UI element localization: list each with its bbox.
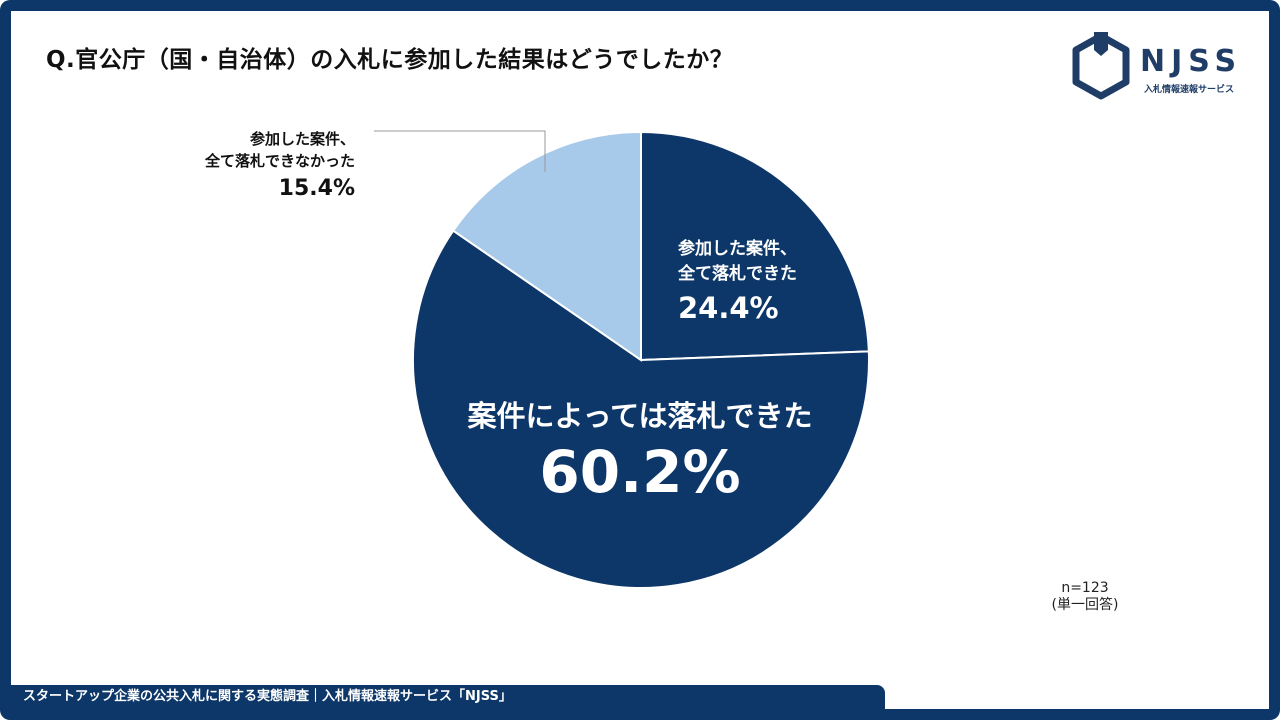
slice-1-label-line-1: 参加した案件、 xyxy=(678,238,797,259)
njss-house-icon xyxy=(1072,32,1130,100)
slice-2-value-label: 60.2% xyxy=(539,438,740,506)
pie-slice-3 xyxy=(451,130,642,362)
slice-3-label-line-2: 全て落札できなかった xyxy=(204,152,355,170)
pie-slice-1 xyxy=(640,130,870,362)
logo-subtitle: 入札情報速報サービス xyxy=(1144,85,1235,95)
logo-wordmark: NJSS xyxy=(1140,44,1243,79)
slice-2-label: 案件によっては落札できた xyxy=(467,399,812,433)
slice-3-label-line-1: 参加した案件、 xyxy=(250,130,355,148)
sample-size: n=123 xyxy=(1061,580,1109,596)
njss-logo: NJSS 入札情報速報サービス xyxy=(1070,30,1250,100)
slice-1-label-line-2: 全て落札できた xyxy=(677,263,797,284)
pie-slice-2 xyxy=(412,229,870,589)
slice-3-leader-line xyxy=(374,130,546,172)
footer-bar: スタートアップ企業の公共入札に関する実態調査｜入札情報速報サービス「NJSS」 xyxy=(11,685,885,709)
question-title: Q.官公庁（国・自治体）の入札に参加した結果はどうでしたか？ xyxy=(46,47,734,73)
sample-note: n=123 (単一回答) xyxy=(1050,580,1120,614)
slice-1-value-label: 24.4% xyxy=(678,291,779,325)
answer-type: (単一回答) xyxy=(1051,597,1119,613)
slice-3-value-label: 15.4% xyxy=(279,176,355,201)
